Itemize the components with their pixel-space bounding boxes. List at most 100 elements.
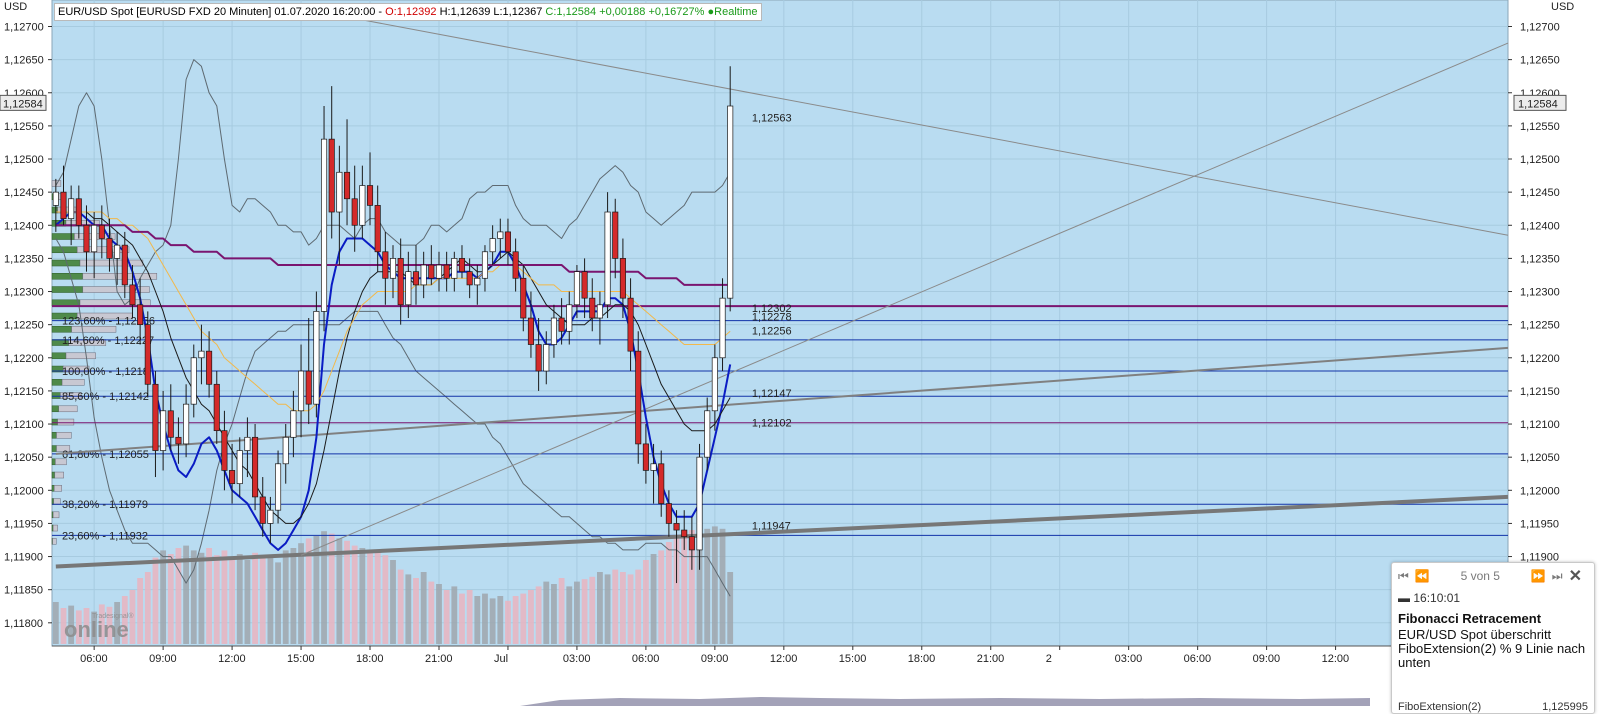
candle-body xyxy=(711,357,718,412)
volume-bar xyxy=(635,569,642,644)
candle-body xyxy=(183,403,190,445)
volume-bar xyxy=(68,605,75,644)
y-tick-label-right: 1,12150 xyxy=(1520,386,1560,398)
volume-bar xyxy=(305,538,312,644)
profile-green-bar xyxy=(51,392,61,399)
volume-bar xyxy=(673,538,680,644)
first-icon[interactable]: ⏮ xyxy=(1398,568,1409,583)
profile-gray-bar xyxy=(61,379,85,386)
close-icon[interactable]: ✕ xyxy=(1568,568,1582,585)
fib-level-label: 100,00% - 1,1218 xyxy=(62,366,149,378)
x-tick-label: 21:00 xyxy=(425,653,453,665)
candle-body xyxy=(581,271,588,299)
profile-green-bar xyxy=(51,405,59,413)
y-tick-label-left: 1,12400 xyxy=(4,220,44,232)
trendline xyxy=(55,346,1509,455)
level-value-label: 1,12256 xyxy=(752,326,792,338)
candle-body xyxy=(435,264,443,279)
candle-body xyxy=(474,277,481,286)
volume-bar xyxy=(420,572,427,644)
candle-body xyxy=(566,304,573,332)
profile-green-bar xyxy=(51,485,55,492)
profile-green-bar xyxy=(51,471,56,479)
profile-green-bar xyxy=(51,432,57,439)
y-tick-label-left: 1,12650 xyxy=(4,55,44,67)
level-value-label: 1,12278 xyxy=(752,312,792,324)
volume-bar xyxy=(221,550,228,644)
profile-gray-bar xyxy=(76,246,130,254)
alert-icon: ▬ xyxy=(1398,591,1410,605)
candle-body xyxy=(374,205,381,253)
candle-body xyxy=(443,264,450,279)
candle-body xyxy=(328,138,335,213)
volume-bar xyxy=(114,602,121,644)
profile-gray-bar xyxy=(82,273,158,280)
volume-bar xyxy=(374,552,381,644)
volume-bar xyxy=(658,550,665,644)
y-tick-label-right: 1,12550 xyxy=(1520,121,1560,133)
candle-body xyxy=(719,297,726,359)
volume-bar xyxy=(451,586,458,644)
y-tick-label-left: 1,12300 xyxy=(4,287,44,299)
volume-bar xyxy=(612,569,619,644)
prev-icon[interactable]: ⏪ xyxy=(1414,569,1430,583)
profile-green-bar xyxy=(51,286,84,293)
candle-body xyxy=(466,271,473,286)
x-tick-label: 15:00 xyxy=(839,653,867,665)
next-icon[interactable]: ⏩ xyxy=(1530,569,1546,583)
candle-body xyxy=(382,251,389,279)
volume-bar xyxy=(436,584,442,644)
fib-level-label: 114,60% - 1,12227 xyxy=(62,335,154,347)
price-tag-left xyxy=(0,94,47,111)
candle-body xyxy=(535,344,542,372)
volume-bar xyxy=(405,574,412,644)
volume-bar xyxy=(229,557,235,644)
candle-body xyxy=(290,410,297,438)
candle-body xyxy=(366,185,374,206)
volume-bar xyxy=(428,581,435,644)
profile-gray-bar xyxy=(53,485,62,492)
alert-title: Fibonacci Retracement xyxy=(1398,611,1542,626)
y-tick-label-right: 1,12500 xyxy=(1520,154,1560,166)
volume-bar xyxy=(175,548,182,644)
fib-level-label: 23,60% - 1,11932 xyxy=(62,530,148,542)
x-tick-label: 09:00 xyxy=(1253,653,1281,665)
volume-bar xyxy=(711,526,718,644)
volume-bar xyxy=(719,528,726,644)
y-tick-label-right: 1,12250 xyxy=(1520,320,1560,332)
volume-bar xyxy=(52,602,59,644)
x-tick-label: 09:00 xyxy=(149,653,177,665)
candle-body xyxy=(397,258,404,306)
volume-bar xyxy=(497,596,504,644)
level-value-label: 1,12563 xyxy=(752,112,792,124)
candle-body xyxy=(635,350,642,445)
profile-gray-bar xyxy=(52,511,60,519)
info-close: C:1,12584 +0,00188 +0,16727% xyxy=(545,6,705,18)
x-tick-label: 2 xyxy=(1046,653,1052,665)
volume-bar xyxy=(321,531,327,644)
volume-bar xyxy=(397,569,404,644)
candle-body xyxy=(52,191,59,206)
volume-bar xyxy=(558,578,565,644)
last-icon[interactable]: ⏭ xyxy=(1551,568,1563,583)
fib-level-label: 85,60% - 1,12142 xyxy=(62,391,149,403)
volume-bar xyxy=(627,574,634,644)
x-tick-label: 12:00 xyxy=(218,653,246,665)
candle-body xyxy=(229,470,236,485)
alert-popup[interactable]: ⏮ ⏪ 5 von 5 ⏩ ⏭ ✕ ▬ 16:10:01 Fibonacci R… xyxy=(1391,562,1595,714)
y-tick-label-left: 1,12200 xyxy=(4,353,44,365)
candle-body xyxy=(221,430,228,471)
candle-body xyxy=(481,251,489,279)
candle-body xyxy=(727,105,734,299)
volume-bar xyxy=(443,590,450,644)
x-tick-label: 12:00 xyxy=(770,653,798,665)
volume-bar xyxy=(642,560,649,644)
volume-bar xyxy=(144,572,151,644)
candle-body xyxy=(420,264,427,286)
alert-time: 16:10:01 xyxy=(1413,591,1461,605)
volume-bar xyxy=(160,550,167,644)
candle-body xyxy=(573,271,580,306)
candle-body xyxy=(98,224,105,239)
profile-gray-bar xyxy=(55,458,67,466)
